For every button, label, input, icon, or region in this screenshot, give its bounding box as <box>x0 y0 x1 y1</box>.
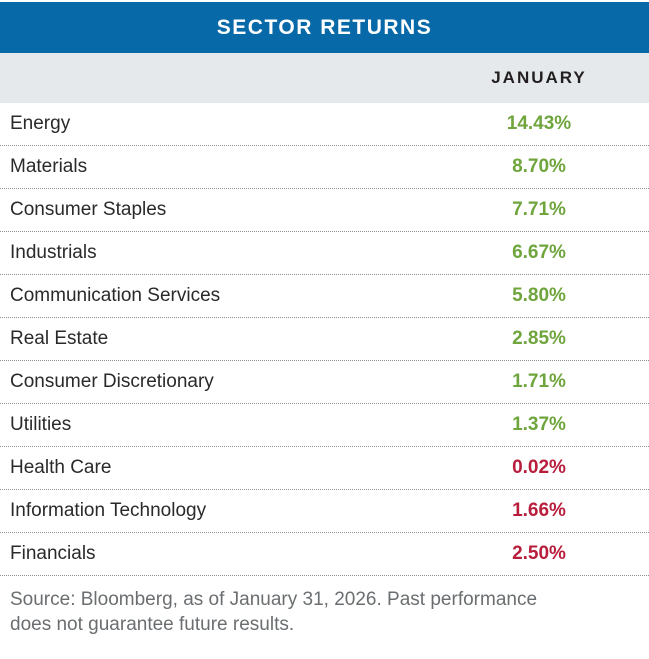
return-value: 14.43% <box>506 113 572 134</box>
sector-label: Utilities <box>10 414 72 435</box>
return-value: 2.85% <box>512 328 566 349</box>
sector-label: Financials <box>10 543 96 564</box>
table-row: Materials 8.70% <box>0 146 649 189</box>
table-title-bar: SECTOR RETURNS <box>0 2 649 53</box>
table-row: Consumer Discretionary 1.71% <box>0 361 649 404</box>
sector-label: Materials <box>10 156 88 177</box>
sector-label: Health Care <box>10 457 112 478</box>
sector-label: Consumer Discretionary <box>10 371 214 392</box>
return-value: 5.80% <box>512 285 566 306</box>
table-row: Real Estate 2.85% <box>0 318 649 361</box>
return-value: 0.02% <box>512 457 566 478</box>
table-row: Financials 2.50% <box>0 533 649 576</box>
sector-label: Consumer Staples <box>10 199 167 220</box>
column-header-row: JANUARY <box>0 53 649 103</box>
table-row: Energy 14.43% <box>0 103 649 146</box>
return-value: 7.71% <box>512 199 566 220</box>
return-value: 1.71% <box>512 371 566 392</box>
return-value: 6.67% <box>512 242 566 263</box>
sector-label: Real Estate <box>10 328 109 349</box>
sector-label: Energy <box>10 113 71 134</box>
sector-label: Communication Services <box>10 285 221 306</box>
sector-label: Information Technology <box>10 500 207 521</box>
return-value: 8.70% <box>512 156 566 177</box>
table-row: Communication Services 5.80% <box>0 275 649 318</box>
source-footnote: Source: Bloomberg, as of January 31, 202… <box>0 576 649 637</box>
sector-label: Industrials <box>10 242 97 263</box>
table-row: Utilities 1.37% <box>0 404 649 447</box>
table-row: Information Technology 1.66% <box>0 490 649 533</box>
source-footnote-line2: does not guarantee future results. <box>10 614 295 636</box>
return-value: 1.37% <box>512 414 566 435</box>
sector-table-body: Energy 14.43% Materials 8.70% Consumer Stapl… <box>0 103 649 576</box>
return-value: 2.50% <box>512 543 566 564</box>
source-footnote-line1: Source: Bloomberg, as of January 31, 202… <box>10 589 538 610</box>
table-row: Health Care 0.02% <box>0 447 649 490</box>
table-title: SECTOR RETURNS <box>216 15 433 39</box>
table-row: Consumer Staples 7.71% <box>0 189 649 232</box>
table-row: Industrials 6.67% <box>0 232 649 275</box>
column-header-january: JANUARY <box>491 68 587 87</box>
return-value: 1.66% <box>512 500 566 521</box>
